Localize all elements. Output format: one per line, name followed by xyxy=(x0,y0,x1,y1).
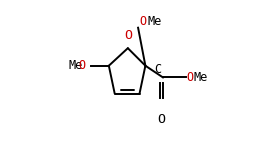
Text: O: O xyxy=(158,113,165,126)
Text: Me: Me xyxy=(147,15,161,28)
Text: O: O xyxy=(124,29,132,42)
Text: C: C xyxy=(154,63,161,76)
Text: Me: Me xyxy=(69,59,83,72)
Text: O: O xyxy=(186,71,194,84)
Text: O: O xyxy=(79,59,86,72)
Text: O: O xyxy=(140,15,147,28)
Text: Me: Me xyxy=(194,71,208,84)
